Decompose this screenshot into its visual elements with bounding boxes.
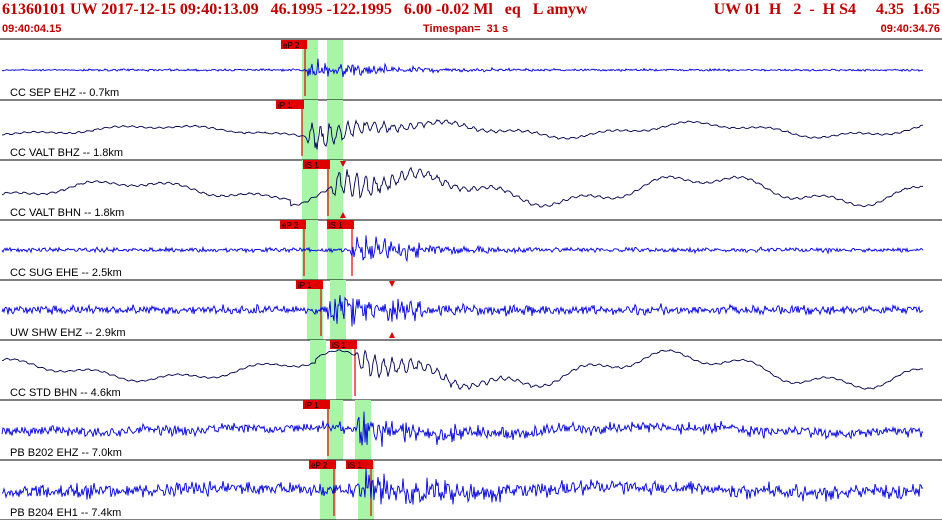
station-label: CC SUG EHE -- 2.5km — [10, 267, 122, 279]
pick-marker[interactable] — [280, 220, 306, 229]
pick-label: eP 2 — [282, 221, 299, 230]
pick-marker[interactable] — [330, 340, 357, 349]
pick-marker[interactable] — [296, 280, 323, 289]
station-label: CC VALT BHN -- 1.8km — [10, 207, 124, 219]
pick-label: iS 1 — [329, 221, 343, 230]
phase-window — [302, 100, 318, 160]
pick-label: iS 1 — [332, 341, 346, 350]
pick-marker[interactable] — [281, 40, 307, 49]
phase-window — [327, 160, 343, 220]
event-station-summary: UW 01 H 2 - H S4 4.35 1.65 — [713, 1, 940, 18]
pick-label: iP 1 — [278, 101, 292, 110]
waveform-trace — [1, 235, 924, 263]
pick-marker[interactable] — [327, 220, 354, 229]
phase-window — [302, 160, 318, 220]
waveform-trace — [1, 411, 924, 447]
station-label: CC VALT BHZ -- 1.8km — [10, 147, 123, 159]
station-label: CC STD BHN -- 4.6km — [10, 387, 121, 399]
pick-label: eP 2 — [311, 461, 328, 470]
trace-row[interactable]: iS 1 CC VALT BHN -- 1.8km — [0, 160, 942, 221]
trace-row[interactable]: eP 2 iS 1 PB B204 EH1 -- 7.4km — [0, 460, 942, 520]
waveform-trace — [2, 349, 924, 390]
pick-label: iP 1 — [305, 401, 319, 410]
waveform-trace — [1, 468, 924, 505]
pick-marker[interactable] — [276, 100, 304, 109]
trace-row[interactable]: iS 1 CC STD BHN -- 4.6km — [0, 340, 942, 401]
arrival-marker-top — [340, 161, 346, 167]
pick-marker[interactable] — [303, 400, 330, 409]
phase-window — [336, 340, 352, 400]
event-summary-line: 61360101 UW 2017-12-15 09:40:13.09 46.19… — [2, 1, 588, 18]
station-label: PB B204 EH1 -- 7.4km — [10, 507, 121, 519]
trace-row[interactable]: eP 2 CC SEP EHZ -- 0.7km — [0, 40, 942, 101]
waveform-trace — [2, 119, 924, 150]
end-time: 09:40:34.76 — [880, 23, 940, 35]
waveform-trace — [1, 58, 924, 78]
phase-window — [358, 460, 374, 520]
phase-window — [307, 280, 323, 340]
seismogram-panel[interactable]: eP 2 CC SEP EHZ -- 0.7km iP 1 CC VALT BHZ -… — [0, 38, 942, 520]
phase-window — [327, 400, 343, 460]
phase-window — [327, 100, 343, 160]
station-label: CC SEP EHZ -- 0.7km — [10, 87, 119, 99]
phase-window — [302, 40, 318, 100]
phase-window — [310, 340, 326, 400]
trace-row[interactable]: iP 1 CC VALT BHZ -- 1.8km — [0, 100, 942, 161]
arrival-marker-top — [389, 281, 395, 287]
trace-row[interactable]: iP 1 PB B202 EHZ -- 7.0km — [0, 400, 942, 461]
pick-label: iP 1 — [298, 281, 312, 290]
waveform-trace — [1, 166, 924, 208]
waveform-trace — [1, 295, 924, 327]
event-header: 61360101 UW 2017-12-15 09:40:13.09 46.19… — [0, 0, 942, 38]
pick-label: iS 1 — [348, 461, 362, 470]
pick-label: eP 2 — [283, 41, 300, 50]
trace-row[interactable]: eP 2 iS 1 CC SUG EHE -- 2.5km — [0, 220, 942, 281]
timespan-label: Timespan= 31 s — [423, 23, 509, 35]
pick-marker[interactable] — [346, 460, 373, 469]
arrival-marker-bottom — [389, 332, 395, 338]
pick-marker[interactable] — [309, 460, 336, 469]
start-time: 09:40:04.15 — [2, 23, 62, 35]
pick-marker[interactable] — [303, 160, 330, 169]
pick-label: iS 1 — [305, 161, 319, 170]
trace-row[interactable]: iP 1 UW SHW EHZ -- 2.9km — [0, 280, 942, 341]
arrival-marker-bottom — [340, 212, 346, 218]
station-label: PB B202 EHZ -- 7.0km — [10, 447, 122, 459]
station-label: UW SHW EHZ -- 2.9km — [10, 327, 126, 339]
